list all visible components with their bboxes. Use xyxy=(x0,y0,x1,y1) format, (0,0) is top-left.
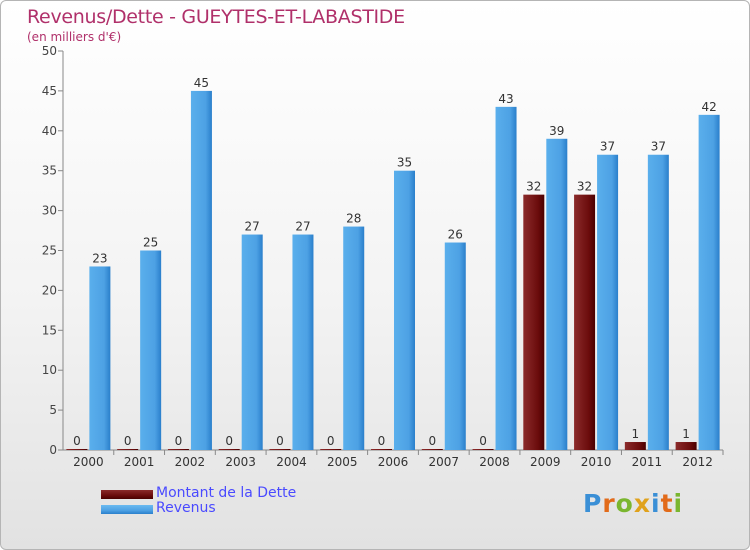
bar-revenus xyxy=(292,234,314,450)
data-label-dette: 0 xyxy=(73,434,81,448)
data-label-revenus: 25 xyxy=(143,236,158,250)
data-label-revenus: 26 xyxy=(448,228,463,242)
labels-group: 0 23 0 25 0 45 0 27 0 27 0 28 0 35 0 26 0 43 32 39 32 37 1 37 1 4… xyxy=(73,76,717,448)
x-tick-label: 2002 xyxy=(175,455,206,469)
bar-revenus xyxy=(89,266,111,450)
data-label-dette: 0 xyxy=(479,434,487,448)
chart-title: Revenus/Dette - GUEYTES-ET-LABASTIDE xyxy=(27,6,405,28)
x-tick-label: 2011 xyxy=(632,455,663,469)
x-tick-label: 2004 xyxy=(276,455,307,469)
y-tick-label: 45 xyxy=(42,84,57,98)
data-label-revenus: 27 xyxy=(295,220,310,234)
bar-dette xyxy=(66,449,88,450)
bar-revenus xyxy=(444,242,466,450)
bar-revenus xyxy=(546,138,568,450)
y-tick-label: 35 xyxy=(42,164,57,178)
y-tick-label: 10 xyxy=(42,363,57,377)
y-tick-label: 50 xyxy=(42,44,57,58)
x-tick-label: 2007 xyxy=(428,455,459,469)
legend-label-debt: Montant de la Dette xyxy=(156,485,297,501)
data-label-dette: 0 xyxy=(428,434,436,448)
data-label-revenus: 43 xyxy=(498,92,513,106)
bar-dette xyxy=(218,449,240,450)
data-label-revenus: 27 xyxy=(245,220,260,234)
y-tick-label: 40 xyxy=(42,124,57,138)
data-label-revenus: 28 xyxy=(346,212,361,226)
data-label-dette: 0 xyxy=(225,434,233,448)
data-label-revenus: 37 xyxy=(600,140,615,154)
data-label-dette: 0 xyxy=(124,434,132,448)
bar-dette xyxy=(269,449,291,450)
x-tick-label: 2009 xyxy=(530,455,561,469)
x-tick-label: 2001 xyxy=(124,455,155,469)
data-label-revenus: 42 xyxy=(701,100,716,114)
proxiti-logo: Proxiti xyxy=(583,489,684,518)
data-label-dette: 0 xyxy=(378,434,386,448)
y-tick-label: 20 xyxy=(42,283,57,297)
x-tick-label: 2005 xyxy=(327,455,358,469)
y-tick-label: 15 xyxy=(42,323,57,337)
bars-group xyxy=(66,90,720,451)
bar-revenus xyxy=(394,170,415,450)
data-label-revenus: 39 xyxy=(549,124,564,138)
legend-swatch-revenus xyxy=(101,505,153,514)
data-label-revenus: 23 xyxy=(92,251,107,265)
x-tick-label: 2000 xyxy=(73,455,104,469)
bar-revenus xyxy=(495,106,517,451)
bar-revenus xyxy=(698,114,720,450)
data-label-dette: 32 xyxy=(526,180,541,194)
y-tick-label: 30 xyxy=(42,204,57,218)
bar-dette xyxy=(523,194,545,450)
data-label-dette: 0 xyxy=(276,434,284,448)
x-tick-label: 2008 xyxy=(479,455,510,469)
x-tick-label: 2010 xyxy=(581,455,612,469)
bar-revenus xyxy=(597,154,619,451)
bar-dette xyxy=(574,194,596,450)
data-label-dette: 1 xyxy=(632,427,640,441)
data-label-revenus: 45 xyxy=(194,76,209,90)
data-label-dette: 0 xyxy=(327,434,335,448)
x-tick-label: 2012 xyxy=(682,455,713,469)
bar-dette xyxy=(421,449,443,450)
bar-revenus xyxy=(140,250,162,450)
y-tick-label: 0 xyxy=(49,443,57,457)
data-label-dette: 1 xyxy=(682,427,690,441)
chart-subtitle: (en milliers d'€) xyxy=(27,30,122,44)
bar-revenus xyxy=(647,154,669,451)
bar-dette xyxy=(472,449,494,450)
bar-dette xyxy=(371,449,392,450)
data-label-revenus: 37 xyxy=(651,140,666,154)
bar-dette xyxy=(320,449,342,450)
x-tick-label: 2003 xyxy=(225,455,256,469)
bar-dette xyxy=(675,442,697,450)
data-label-dette: 32 xyxy=(577,180,592,194)
data-label-dette: 0 xyxy=(175,434,183,448)
y-tick-label: 5 xyxy=(49,403,57,417)
bar-revenus xyxy=(343,226,365,450)
data-label-revenus: 35 xyxy=(397,156,412,170)
bar-revenus xyxy=(241,234,263,450)
bar-revenus xyxy=(190,90,212,451)
legend-swatch-debt xyxy=(101,490,153,499)
bar-dette xyxy=(624,442,646,450)
legend-label-revenus: Revenus xyxy=(156,500,216,516)
y-tick-label: 25 xyxy=(42,244,57,258)
bar-dette xyxy=(117,449,139,450)
bar-dette xyxy=(167,449,189,450)
x-tick-label: 2006 xyxy=(378,455,409,469)
